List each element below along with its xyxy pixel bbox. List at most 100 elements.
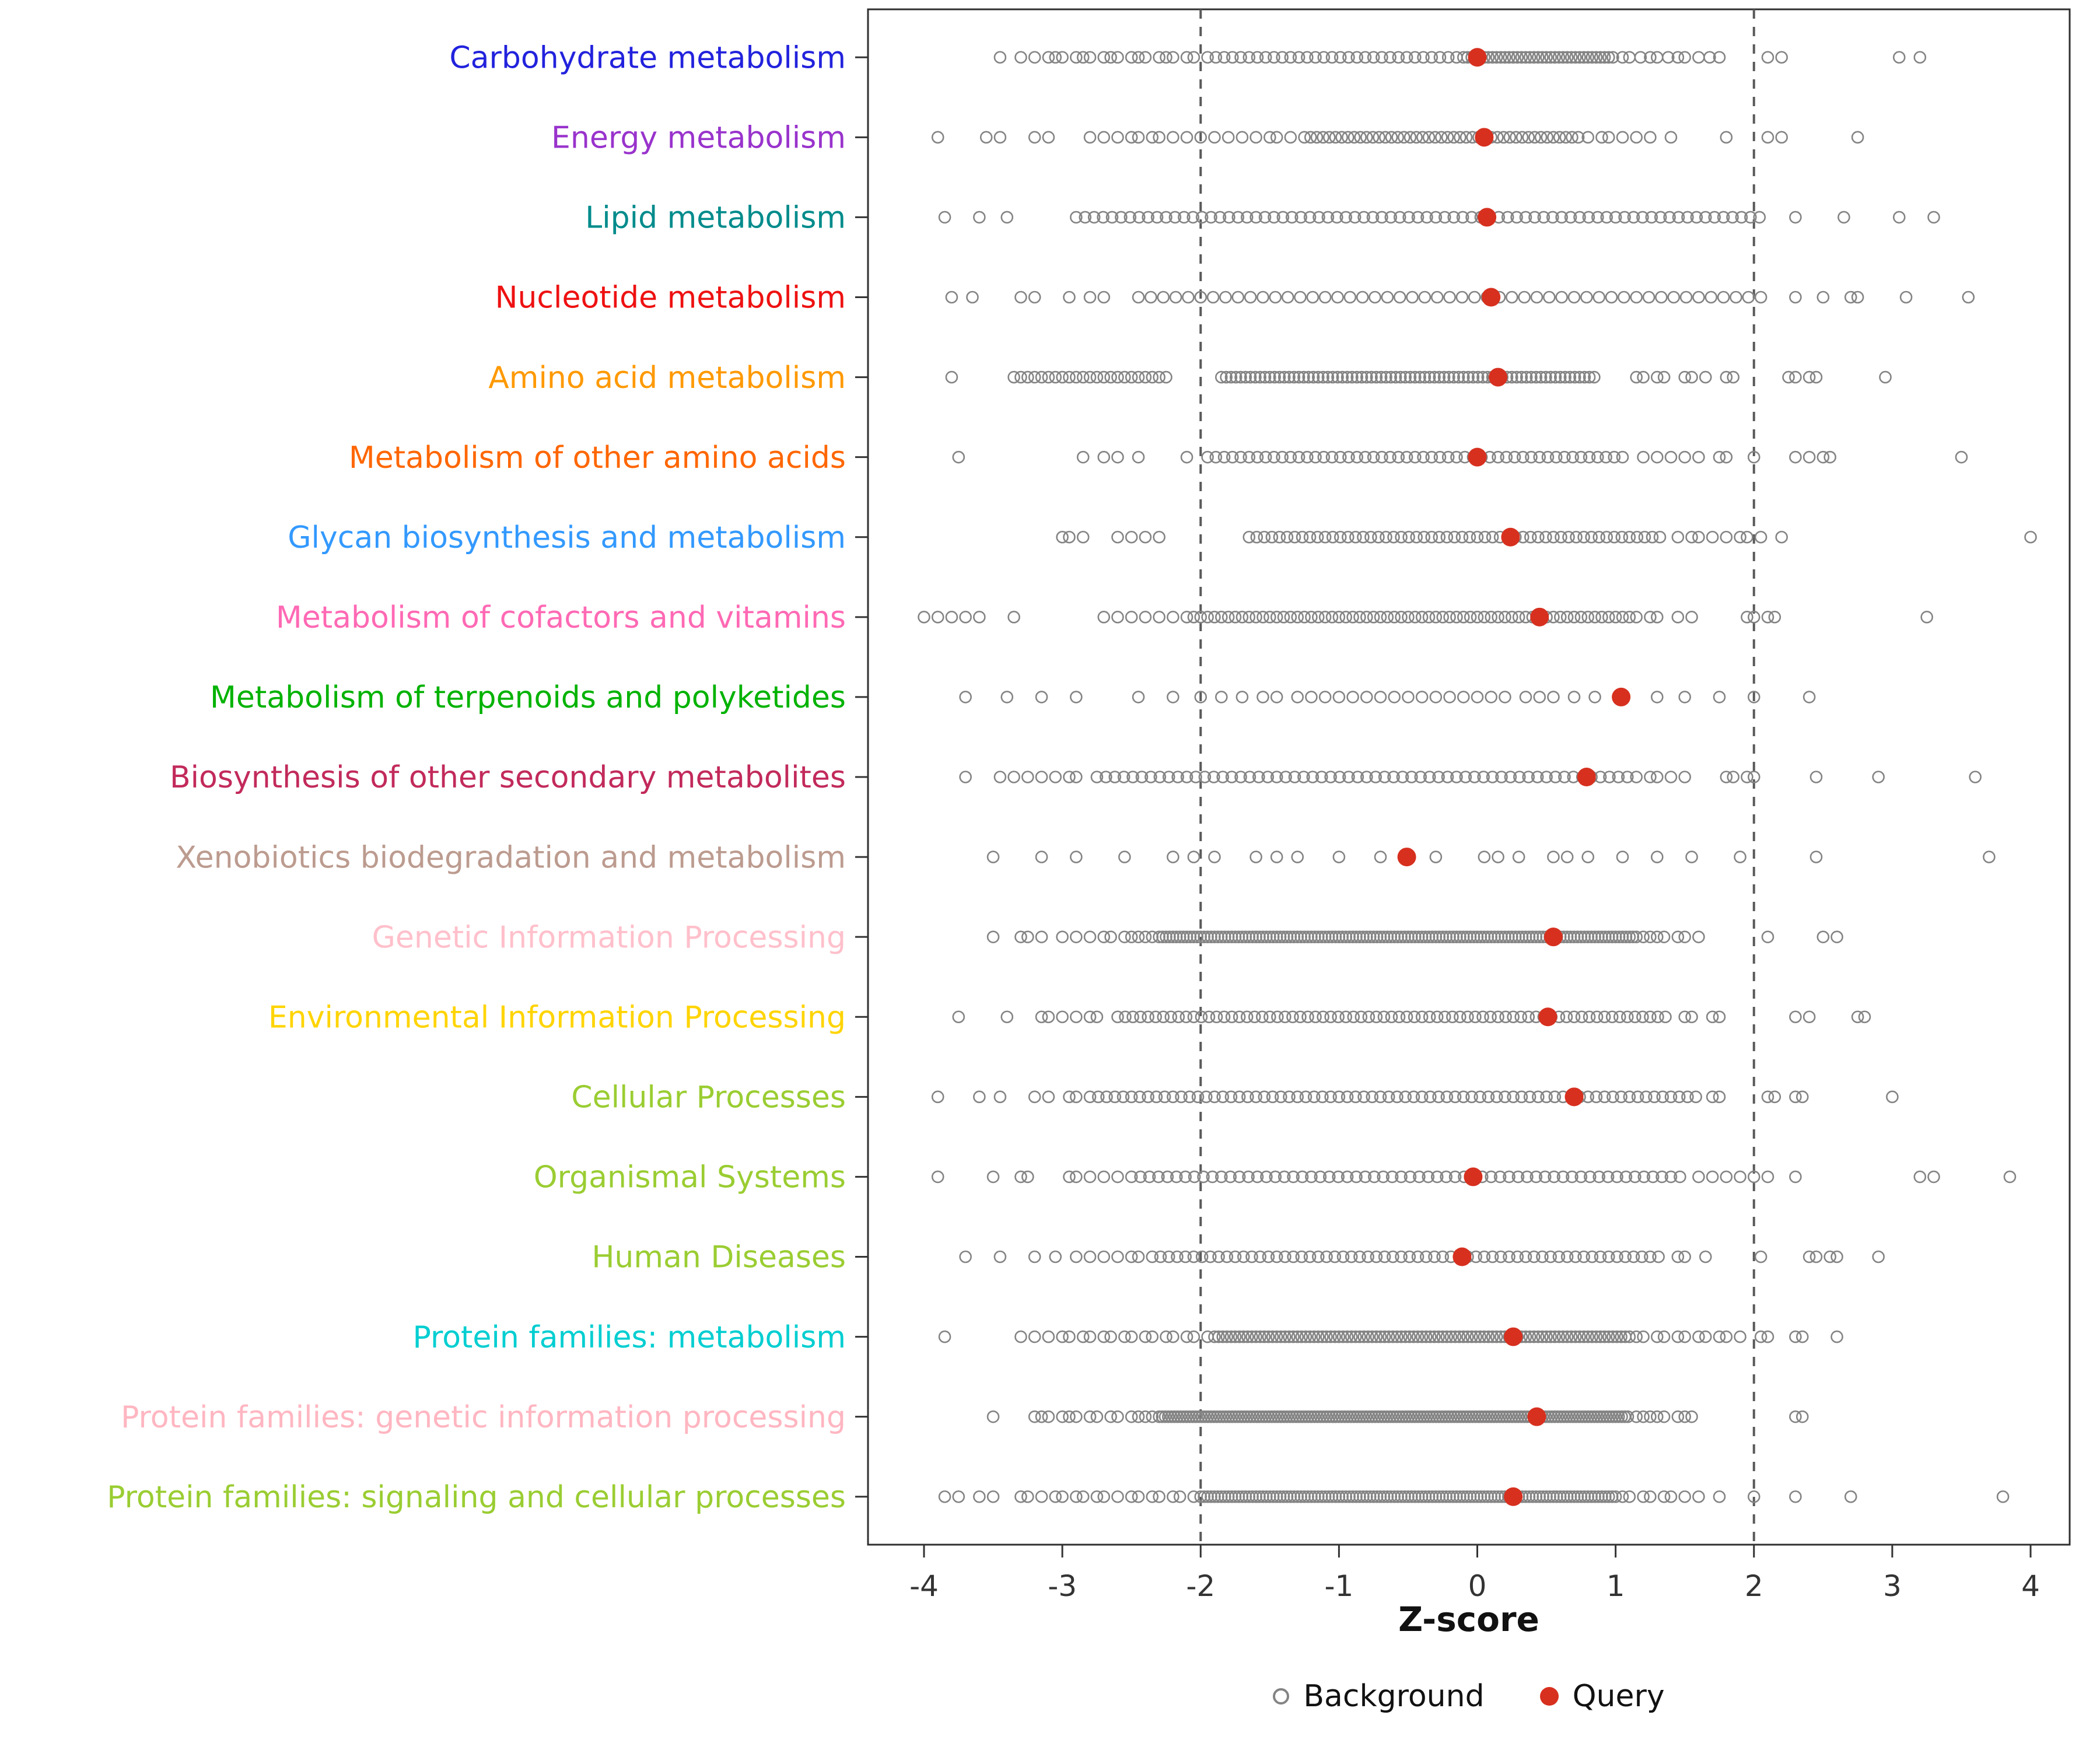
background-point xyxy=(1597,1410,1610,1423)
background-point xyxy=(1726,211,1739,224)
background-point xyxy=(952,450,965,464)
background-point xyxy=(1402,691,1415,704)
background-point xyxy=(1717,290,1730,304)
background-point xyxy=(1063,290,1076,304)
background-point xyxy=(1747,1170,1760,1184)
background-point xyxy=(1124,211,1137,224)
background-point xyxy=(1927,1170,1940,1184)
background-point xyxy=(1540,771,1553,783)
background-point xyxy=(1678,370,1691,384)
background-point xyxy=(1644,1490,1657,1503)
background-point xyxy=(1139,1410,1152,1423)
background-point xyxy=(1217,51,1231,64)
background-point xyxy=(1264,1010,1276,1024)
background-point xyxy=(1305,1170,1318,1184)
background-point xyxy=(1720,1330,1733,1343)
background-point xyxy=(1325,450,1339,464)
background-point xyxy=(1306,290,1320,304)
background-point xyxy=(1543,290,1556,304)
background-point xyxy=(1418,370,1432,384)
background-point xyxy=(1664,131,1678,144)
background-point xyxy=(1260,1170,1273,1184)
background-point xyxy=(1566,1410,1580,1423)
background-point xyxy=(1182,290,1195,304)
background-point xyxy=(1524,530,1537,544)
background-point xyxy=(1042,1410,1055,1423)
background-point xyxy=(1379,131,1392,144)
background-point xyxy=(1262,1410,1275,1423)
background-point xyxy=(1362,1250,1374,1264)
background-point xyxy=(1720,370,1733,384)
background-point xyxy=(1254,1250,1267,1264)
background-point xyxy=(1754,1250,1768,1264)
background-point xyxy=(1782,370,1795,384)
background-point xyxy=(1619,1330,1632,1343)
background-point xyxy=(1063,1330,1076,1343)
background-point xyxy=(1304,131,1317,144)
background-point xyxy=(1548,1330,1562,1343)
background-point xyxy=(1499,691,1511,704)
background-point xyxy=(1125,930,1138,943)
background-point xyxy=(1713,51,1726,64)
background-point xyxy=(1494,51,1507,64)
category-label: Lipid metabolism xyxy=(585,201,846,236)
background-point xyxy=(1258,370,1272,384)
background-point xyxy=(1708,211,1721,224)
background-point xyxy=(1162,771,1175,783)
background-point xyxy=(1194,131,1208,144)
background-point xyxy=(1297,370,1310,384)
background-point xyxy=(1079,211,1092,224)
background-point xyxy=(1083,930,1097,943)
background-point xyxy=(1316,1330,1329,1343)
background-point xyxy=(1583,450,1596,464)
background-point xyxy=(1139,1330,1152,1343)
background-point xyxy=(1353,1410,1367,1423)
background-point xyxy=(1463,530,1476,544)
background-point xyxy=(1530,370,1543,384)
background-point xyxy=(1372,530,1385,544)
background-point xyxy=(1090,1410,1104,1423)
background-point xyxy=(1318,611,1332,624)
background-point xyxy=(1341,530,1354,544)
background-point xyxy=(1328,1330,1342,1343)
background-point xyxy=(1366,1330,1379,1343)
background-point xyxy=(1678,450,1691,464)
background-point xyxy=(1307,1330,1321,1343)
background-point xyxy=(1111,131,1124,144)
background-point xyxy=(1872,1250,1885,1264)
background-point xyxy=(1558,771,1571,783)
background-point xyxy=(1245,1330,1258,1343)
background-point xyxy=(1366,1090,1379,1104)
background-point xyxy=(1241,1090,1254,1104)
background-point xyxy=(1516,450,1530,464)
background-point xyxy=(1270,1250,1283,1264)
background-point xyxy=(1208,131,1221,144)
background-point xyxy=(1851,290,1864,304)
background-point xyxy=(1650,771,1664,783)
background-point xyxy=(1541,131,1554,144)
background-point xyxy=(1014,1330,1027,1343)
background-point xyxy=(1674,1170,1686,1184)
background-point xyxy=(1293,1410,1306,1423)
background-point xyxy=(1296,1170,1309,1184)
background-point xyxy=(1630,370,1643,384)
background-point xyxy=(1531,771,1544,783)
background-point xyxy=(1600,211,1614,224)
background-point xyxy=(1440,1330,1454,1343)
background-point xyxy=(1370,1250,1383,1264)
background-point xyxy=(1810,771,1823,783)
background-point xyxy=(1433,51,1447,64)
background-point xyxy=(1279,771,1292,783)
query-point xyxy=(1501,527,1520,547)
background-point xyxy=(1582,211,1595,224)
category-label: Metabolism of terpenoids and polyketides xyxy=(210,680,846,715)
category-label: Genetic Information Processing xyxy=(372,920,846,955)
background-point xyxy=(1090,370,1104,384)
background-point xyxy=(1195,1010,1208,1024)
background-point xyxy=(1063,771,1076,783)
background-point xyxy=(1574,1170,1588,1184)
background-point xyxy=(1104,1330,1117,1343)
background-point xyxy=(1134,1170,1147,1184)
background-point xyxy=(1657,1410,1671,1423)
background-point xyxy=(1646,1170,1660,1184)
